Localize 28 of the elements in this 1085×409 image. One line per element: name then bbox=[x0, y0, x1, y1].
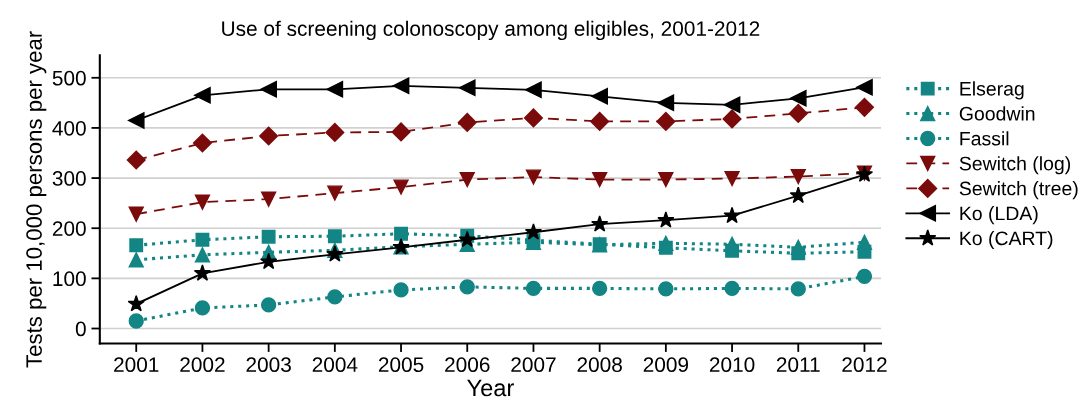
y-tick-label: 400 bbox=[52, 120, 86, 136]
x-tick-label: 2002 bbox=[180, 357, 225, 373]
x-tick-label: 2011 bbox=[776, 357, 820, 373]
legend-label: Goodwin bbox=[959, 106, 1035, 121]
legend-label: Sewitch (log) bbox=[959, 156, 1071, 175]
legend-label: Ko (CART) bbox=[960, 230, 1053, 250]
y-tick-label: 300 bbox=[52, 171, 86, 186]
y-tick-label: 0 bbox=[75, 321, 86, 337]
x-tick-label: 2001 bbox=[114, 357, 159, 373]
x-tick-label: 2006 bbox=[445, 357, 490, 373]
x-tick-label: 2003 bbox=[246, 357, 291, 373]
y-tick-label: 100 bbox=[53, 271, 86, 287]
x-tick-label: 2004 bbox=[312, 357, 358, 373]
x-tick-label: 2010 bbox=[709, 357, 755, 373]
legend-label: Fassil bbox=[960, 131, 1009, 146]
y-tick-label: 500 bbox=[52, 70, 86, 86]
y-axis-title: Tests per 10,000 persons per year bbox=[26, 31, 47, 368]
x-tick-label: 2007 bbox=[511, 357, 556, 373]
y-tick-label: 200 bbox=[52, 221, 86, 236]
x-axis-title: Year bbox=[467, 379, 514, 397]
legend-label: Elserag bbox=[960, 81, 1024, 100]
x-tick-label: 2005 bbox=[378, 357, 424, 373]
chart-title: Use of screening colonoscopy among eligibles, 2001-2012 bbox=[222, 20, 760, 41]
legend-label: Sewitch (tree) bbox=[959, 181, 1078, 200]
x-tick-label: 2012 bbox=[842, 357, 887, 373]
x-tick-label: 2008 bbox=[577, 357, 622, 373]
x-tick-label: 2009 bbox=[643, 357, 689, 373]
legend-label: Ko (LDA) bbox=[960, 206, 1038, 225]
